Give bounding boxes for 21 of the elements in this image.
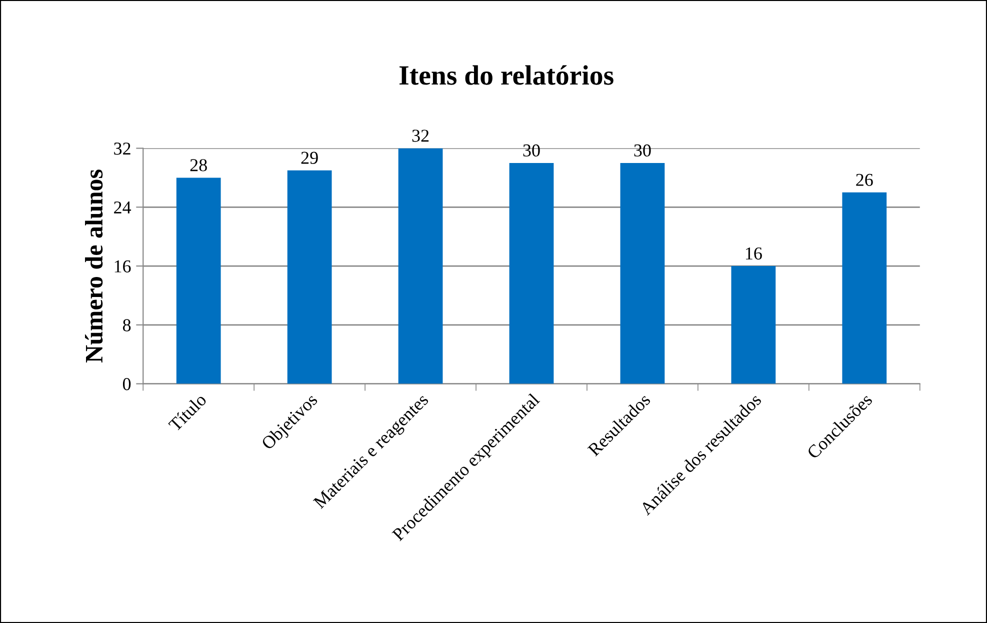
y-tick-label: 32: [114, 142, 130, 155]
data-label: 29: [301, 152, 318, 164]
bar: [398, 148, 443, 384]
y-tick-label: 0: [122, 378, 131, 390]
bar: [731, 266, 776, 384]
data-label: 30: [523, 144, 540, 157]
bar: [842, 192, 887, 384]
data-label: 32: [412, 130, 429, 142]
bar: [509, 162, 554, 384]
data-label: 16: [746, 247, 762, 260]
bar: [287, 170, 332, 384]
y-axis-title: Número de alunos: [85, 170, 103, 363]
bar: [620, 162, 665, 384]
data-label: 26: [856, 174, 873, 186]
y-tick-label: 8: [122, 319, 131, 332]
y-tick-label: 16: [114, 260, 131, 272]
bar: [176, 178, 221, 384]
chart-title: Itens do relatórios: [399, 65, 614, 85]
data-label: 30: [634, 144, 651, 157]
data-label: 28: [190, 159, 207, 172]
y-tick-label: 24: [114, 201, 132, 214]
